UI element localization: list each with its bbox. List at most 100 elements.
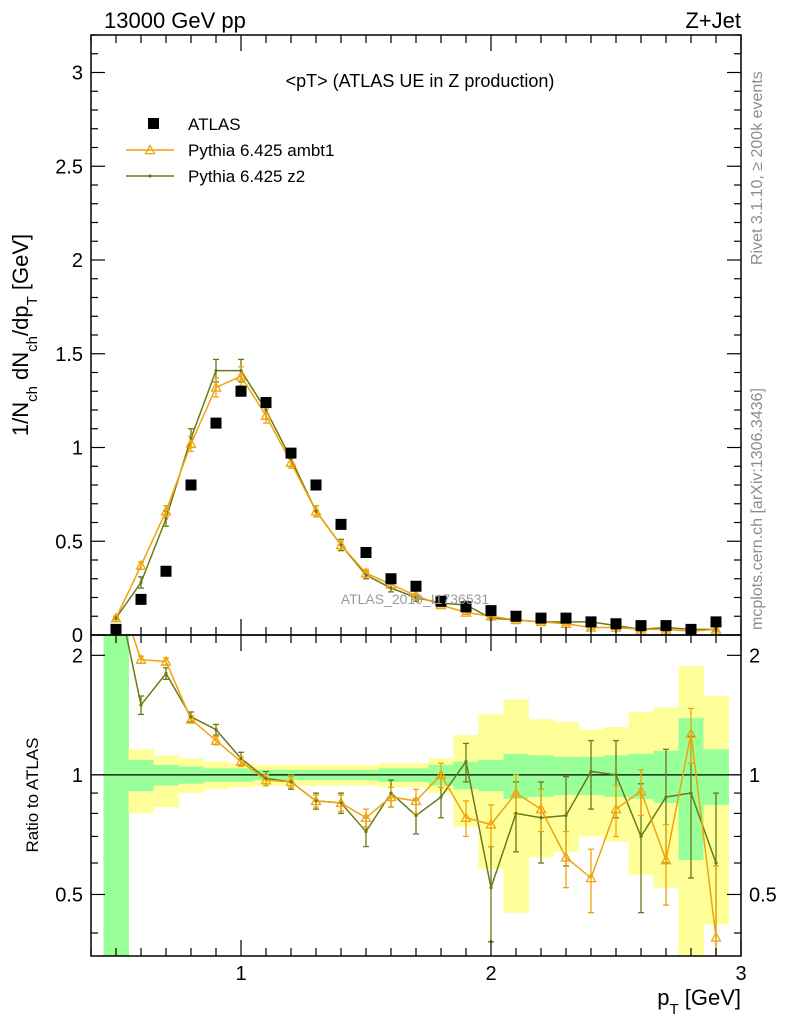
ratio-ambt1-point — [385, 791, 397, 802]
ratio-z2-point — [189, 715, 193, 719]
ratio-z2-point — [664, 795, 668, 799]
ratio-z2-point — [714, 861, 718, 865]
z2-point — [489, 616, 493, 620]
atlas-point — [710, 616, 722, 628]
ambt1-point — [235, 370, 247, 381]
ratio-z2-point — [589, 769, 593, 774]
ratio-ambt1-point — [235, 755, 247, 766]
ratio-band-stat — [478, 760, 504, 792]
ratio-z2-point — [214, 728, 218, 732]
rivet-label: Rivet 3.1.10, ≥ 200k events — [749, 71, 766, 265]
main-title: <pT> (ATLAS UE in Z production) — [286, 71, 555, 91]
atlas-point — [610, 618, 622, 630]
ratio-band-stat — [103, 635, 129, 956]
ratio-panel-marks — [91, 635, 741, 956]
atlas-point — [385, 573, 397, 585]
atlas-point — [210, 417, 222, 429]
x-tick-label: 3 — [735, 963, 746, 985]
z2-point — [189, 436, 193, 440]
ambt1-point — [185, 437, 197, 449]
ratio-ambt1-point — [210, 734, 222, 745]
ratio-band-stat — [128, 760, 154, 792]
ratio-z2-point — [339, 801, 343, 805]
ratio-z2-point — [264, 776, 268, 780]
ratio-ambt1-point — [310, 795, 322, 806]
ratio-z2-point — [614, 773, 618, 777]
ratio-ambt1-point — [185, 713, 197, 724]
ratio-ambt1-line — [131, 635, 717, 938]
ambt1-point — [285, 456, 297, 467]
ratio-ambt1-point — [285, 776, 297, 787]
ambt1-point — [210, 381, 222, 392]
x-tick-label: 2 — [485, 963, 496, 985]
atlas-point — [535, 612, 547, 624]
main-y-tick-label: 2 — [72, 250, 83, 272]
ratio-ambt1-point — [260, 774, 272, 785]
ambt1-point — [310, 505, 322, 516]
legend-ambt1-label: Pythia 6.425 ambt1 — [188, 141, 334, 160]
legend-z2-marker — [148, 174, 152, 178]
z2-point — [314, 509, 318, 513]
z2-point — [414, 595, 418, 600]
main-y-label: 1/Nch dNch/dpT [GeV] — [8, 234, 41, 436]
ratio-y-tick-label-left: 2 — [72, 645, 83, 667]
ratio-ambt1-point — [710, 931, 722, 942]
atlas-point — [135, 593, 147, 605]
ratio-z2-point — [364, 829, 368, 834]
ratio-y-label: Ratio to ATLAS — [23, 738, 42, 853]
z2-point — [139, 580, 143, 585]
atlas-point — [260, 397, 272, 408]
ratio-ambt1-point — [560, 851, 572, 862]
x-axis-label: pT [GeV] — [657, 985, 741, 1018]
ratio-ambt1-point — [160, 655, 172, 666]
ambt1-point — [335, 539, 347, 550]
atlas-point — [660, 620, 672, 632]
z2-point — [164, 517, 168, 521]
z2-point — [389, 586, 393, 590]
header-right: Z+Jet — [685, 8, 741, 33]
legend: ATLAS Pythia 6.425 ambt1 Pythia 6.425 z2 — [126, 115, 334, 186]
ratio-z2-point — [639, 834, 643, 839]
ratio-y-tick-label-left: 1 — [72, 765, 83, 787]
ambt1-point — [410, 589, 422, 600]
ratio-z2-point — [139, 703, 143, 707]
atlas-point — [410, 580, 422, 592]
z2-point — [264, 408, 268, 412]
ratio-z2-point — [464, 760, 468, 764]
atlas-point — [510, 610, 522, 622]
main-panel-marks — [110, 358, 722, 635]
legend-ambt1-marker — [144, 144, 156, 155]
main-y-tick-label: 1.5 — [55, 344, 83, 366]
main-y-tick-label: 2.5 — [55, 156, 83, 178]
ratio-z2-point — [389, 791, 393, 795]
atlas-point — [310, 479, 322, 491]
atlas-point — [460, 601, 472, 613]
ratio-ambt1-point — [360, 811, 372, 823]
atlas-point — [185, 479, 197, 491]
ambt1-point — [360, 567, 372, 578]
ambt1-point — [260, 409, 272, 420]
ratio-ambt1-point — [585, 872, 597, 883]
z2-point — [214, 369, 218, 373]
legend-atlas-label: ATLAS — [188, 115, 241, 134]
ratio-y-tick-label-right: 0.5 — [749, 884, 777, 906]
atlas-point — [285, 447, 297, 459]
axis-ticks: 0 0.5 1 1.5 2 2.5 3 1 2 3 0.5 0.5 1 1 2 2 — [55, 34, 777, 985]
ratio-y-tick-label-left: 0.5 — [55, 884, 83, 906]
ratio-ambt1-point — [685, 727, 697, 738]
legend-z2-label: Pythia 6.425 z2 — [188, 167, 305, 186]
ratio-z2-point — [414, 813, 418, 818]
ratio-z2-point — [239, 756, 243, 761]
atlas-point — [560, 612, 572, 624]
mcplots-label: mcplots.cern.ch [arXiv:1306.3436] — [749, 388, 766, 630]
atlas-point — [335, 518, 347, 530]
ambt1-point — [110, 612, 122, 623]
ratio-z2-point — [689, 791, 693, 795]
ratio-y-tick-label-right: 2 — [749, 645, 760, 667]
ratio-ambt1-point — [460, 811, 472, 823]
atlas-point — [585, 616, 597, 628]
main-y-tick-label: 0 — [72, 625, 83, 647]
ratio-ambt1-point — [485, 818, 497, 829]
legend-atlas-marker — [148, 118, 159, 129]
